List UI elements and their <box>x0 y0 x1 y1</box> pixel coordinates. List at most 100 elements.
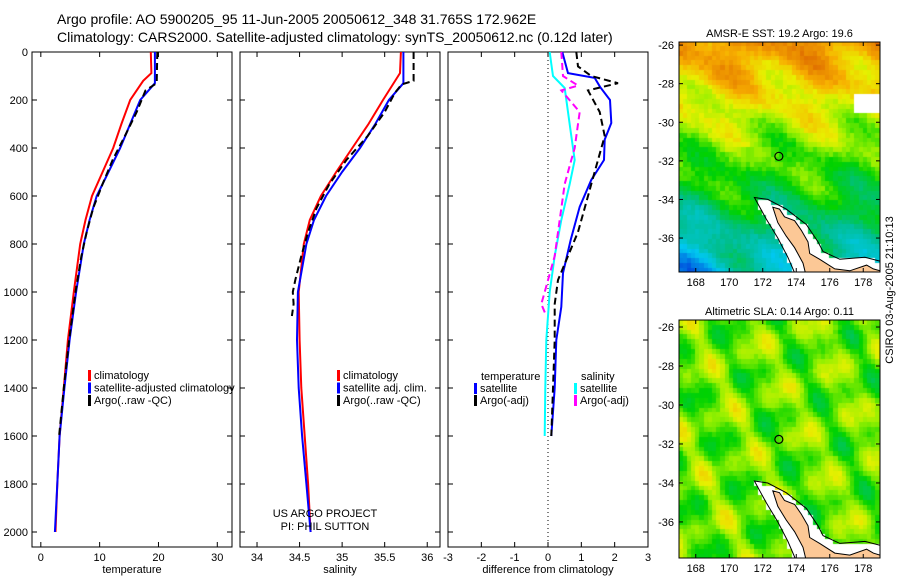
legend-item-swatch <box>88 395 91 406</box>
lon-tick-label: 174 <box>787 563 805 575</box>
legend-item-label: satellite adj. clim. <box>343 383 427 395</box>
y-tick-label: 1400 <box>4 383 28 395</box>
map-panel-2: Altimetric SLA: 0.14 Argo: 0.11 168 170 172… <box>658 306 881 575</box>
x-tick-label: -1 <box>510 552 520 564</box>
x-axis-label: salinity <box>323 564 357 576</box>
map-panel-1: AMSR-E SST: 19.2 Argo: 19.6 168 170 172 174 1… <box>658 28 881 289</box>
series-line-argo-raw-qc- <box>58 51 159 437</box>
legend-item-swatch <box>337 370 340 381</box>
profile-panel-2: 34 34.5 35 35.5 36 salinity climatologysatelli… <box>239 51 441 576</box>
map-title: Altimetric SLA: 0.14 Argo: 0.11 <box>705 306 854 318</box>
sla-map-field <box>679 320 880 558</box>
lon-tick-label: 170 <box>720 563 738 575</box>
y-tick-label: 1800 <box>4 479 28 491</box>
lon-tick-label: 172 <box>754 563 772 575</box>
map-frame <box>678 41 881 273</box>
x-tick-label: 34.5 <box>289 552 310 564</box>
side-stamp: CSIRO 03-Aug-2005 21:10:13 <box>884 216 896 363</box>
legend-temp-satellite-label: satellite <box>480 383 517 395</box>
lon-tick-label: 176 <box>821 563 839 575</box>
y-tick-label: 1600 <box>4 431 28 443</box>
profile-panel-1: 0 10 20 30 0 200 400 600 800 1000 1200 1400 1600 1800… <box>4 47 236 576</box>
series-line-argo-raw-qc- <box>290 52 415 317</box>
lat-tick-label: -36 <box>658 517 674 529</box>
y-tick-label: 2000 <box>4 527 28 539</box>
legend-item-swatch <box>337 382 340 394</box>
legend-sal-satellite-swatch <box>574 383 577 394</box>
series-line-temperature-satellite <box>550 51 613 437</box>
depth-contour <box>753 480 880 558</box>
legend-sal-satellite-label: satellite <box>580 383 617 395</box>
lat-tick-label: -28 <box>658 361 674 373</box>
series-line-temperature-argo-adj- <box>550 51 619 437</box>
lon-tick-label: 174 <box>787 277 805 289</box>
legend-item-swatch <box>88 370 91 381</box>
x-tick-label: 34 <box>251 552 263 564</box>
legend-item-label: climatology <box>94 370 150 382</box>
depth-contour <box>753 196 880 272</box>
y-tick-label: 800 <box>10 239 28 251</box>
lat-tick-label: -34 <box>658 478 674 490</box>
y-tick-label: 1200 <box>4 335 28 347</box>
lat-tick-label: -26 <box>658 322 674 334</box>
x-tick-label: 0 <box>545 552 551 564</box>
profile-location-marker <box>774 151 784 161</box>
legend-heading-salinity: salinity <box>581 371 615 383</box>
legend-temp-argo-label: Argo(-adj) <box>480 395 529 407</box>
map-frame <box>678 319 881 559</box>
x-tick-label: 2 <box>612 552 618 564</box>
series-line-salinity-satellite <box>543 51 576 437</box>
x-tick-label: 35.5 <box>374 552 395 564</box>
lon-tick-label: 172 <box>754 277 772 289</box>
lat-tick-label: -36 <box>658 233 674 245</box>
figure-title-line2: Climatology: CARS2000. Satellite-adjuste… <box>57 29 613 45</box>
plot-frame <box>31 51 233 548</box>
land-new-zealand <box>772 206 880 272</box>
x-tick-label: 10 <box>94 552 106 564</box>
x-tick-label: 0 <box>38 552 44 564</box>
lon-tick-label: 168 <box>687 277 705 289</box>
lat-tick-label: -30 <box>658 400 674 412</box>
lat-tick-label: -28 <box>658 79 674 91</box>
profile-panel-3: -3 -2 -1 0 1 2 3 difference from climatology tem… <box>443 51 651 576</box>
lon-tick-label: 168 <box>687 563 705 575</box>
x-tick-label: 35 <box>336 552 348 564</box>
figure-title-line1: Argo profile: AO 5900205_95 11-Jun-2005 … <box>57 11 536 27</box>
credit-pi: PI: PHIL SUTTON <box>281 521 370 533</box>
lat-tick-label: -34 <box>658 194 674 206</box>
lat-tick-label: -32 <box>658 439 674 451</box>
x-tick-label: -2 <box>476 552 486 564</box>
lat-tick-label: -32 <box>658 156 674 168</box>
x-axis-label: temperature <box>102 564 161 576</box>
legend-item-label: climatology <box>343 370 399 382</box>
legend-item-swatch <box>88 382 91 394</box>
profile-location-marker <box>774 434 784 444</box>
y-tick-label: 0 <box>22 47 28 59</box>
x-tick-label: 20 <box>152 552 164 564</box>
plot-frame <box>239 51 441 548</box>
y-tick-label: 200 <box>10 95 28 107</box>
lat-tick-label: -26 <box>658 40 674 52</box>
legend-temp-argo-swatch <box>474 395 477 406</box>
y-tick-label: 600 <box>10 191 28 203</box>
lat-tick-label: -30 <box>658 117 674 129</box>
legend-sal-argo-label: Argo(-adj) <box>580 395 629 407</box>
x-tick-label: 1 <box>578 552 584 564</box>
legend-sal-argo-swatch <box>574 395 577 406</box>
x-tick-label: -3 <box>443 552 453 564</box>
y-tick-label: 1000 <box>4 287 28 299</box>
series-line-climatology <box>297 51 402 533</box>
legend-item-label: Argo(..raw -QC) <box>94 395 172 407</box>
series-line-salinity-argo-adj- <box>540 51 581 317</box>
land-new-zealand <box>772 490 880 558</box>
credit-project: US ARGO PROJECT <box>273 508 378 520</box>
legend-item-label: Argo(..raw -QC) <box>343 395 421 407</box>
sst-map-field <box>679 42 880 272</box>
y-tick-label: 400 <box>10 143 28 155</box>
lon-tick-label: 178 <box>854 563 872 575</box>
lon-tick-label: 170 <box>720 277 738 289</box>
legend-item-label: satellite-adjusted climatology <box>94 383 235 395</box>
x-tick-label: 36 <box>421 552 433 564</box>
